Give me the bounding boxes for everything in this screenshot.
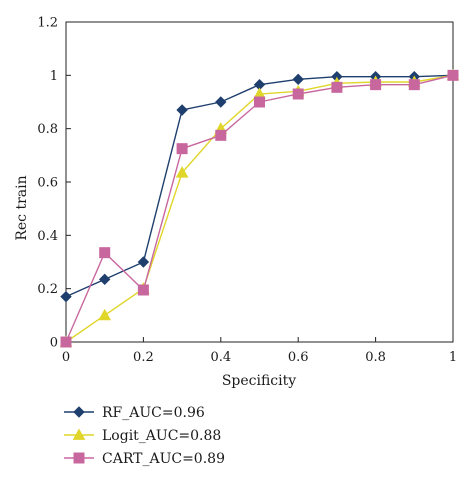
legend: RF_AUC=0.96 Logit_AUC=0.88 CART_AUC=0.89	[64, 405, 225, 467]
legend-marker	[73, 406, 85, 418]
data-point	[137, 284, 149, 296]
x-tick-label: 0.2	[133, 350, 154, 365]
data-point	[215, 96, 227, 108]
data-point	[254, 96, 265, 108]
data-point	[447, 69, 459, 81]
legend-item: CART_AUC=0.89	[64, 451, 225, 467]
data-point	[98, 273, 111, 286]
y-tick-label: 0.8	[37, 122, 58, 137]
legend-label: RF_AUC=0.96	[102, 405, 205, 421]
data-point	[215, 129, 227, 141]
legend-item: Logit_AUC=0.88	[64, 428, 221, 444]
series-1	[59, 68, 460, 347]
x-tick-label: 0.4	[210, 350, 231, 365]
data-point	[98, 308, 112, 321]
y-axis-label: Rec train	[14, 175, 30, 240]
x-tick-label: 0	[62, 350, 70, 365]
data-point	[175, 166, 189, 178]
x-axis-label: Specificity	[222, 373, 296, 389]
y-tick-label: 0.4	[37, 229, 58, 244]
data-point	[60, 290, 72, 303]
data-point	[99, 247, 111, 259]
legend-item: RF_AUC=0.96	[64, 405, 205, 421]
y-tick-label: 0	[50, 336, 58, 351]
y-tick-label: 1	[50, 69, 58, 84]
legend-label: Logit_AUC=0.88	[102, 428, 221, 444]
data-point	[292, 73, 304, 86]
data-point	[370, 79, 382, 91]
data-point	[292, 88, 304, 100]
plot-frame	[65, 21, 454, 343]
series-line	[65, 74, 454, 343]
data-point	[176, 143, 188, 155]
data-point	[331, 81, 343, 93]
series-0	[60, 69, 459, 303]
data-point	[408, 79, 420, 91]
y-tick-label: 0.2	[37, 282, 58, 297]
data-point	[176, 104, 188, 116]
series-line	[65, 74, 454, 298]
legend-marker	[72, 428, 86, 440]
x-tick-label: 0.8	[365, 350, 386, 365]
x-tick-label: 0.6	[288, 350, 309, 365]
y-tick-label: 1.2	[37, 16, 58, 31]
data-point	[60, 336, 72, 348]
legend-label: CART_AUC=0.89	[102, 451, 225, 467]
legend-marker	[73, 452, 85, 464]
x-tick-label: 1	[449, 350, 457, 365]
data-point	[137, 256, 150, 268]
y-tick-label: 0.6	[37, 176, 58, 191]
series-2	[60, 69, 459, 348]
